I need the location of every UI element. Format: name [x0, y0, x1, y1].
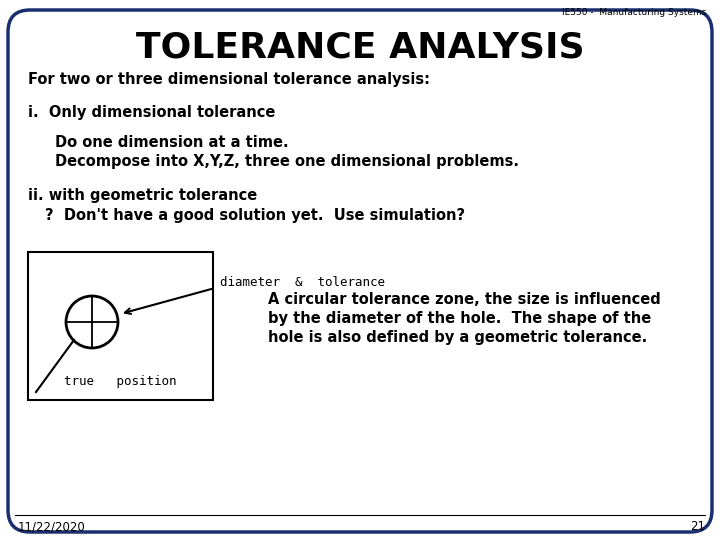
Bar: [28, 252, 213, 400]
Text: For two or three dimensional tolerance analysis:: For two or three dimensional tolerance a…: [28, 72, 430, 87]
FancyBboxPatch shape: [8, 10, 712, 532]
Text: by the diameter of the hole.  The shape of the: by the diameter of the hole. The shape o…: [268, 311, 652, 326]
Circle shape: [66, 296, 118, 348]
Text: ii. with geometric tolerance: ii. with geometric tolerance: [28, 188, 257, 203]
Text: IE550 -  Manufacturing Systems: IE550 - Manufacturing Systems: [562, 8, 706, 17]
Text: 21: 21: [690, 520, 705, 533]
Text: diameter  &  tolerance: diameter & tolerance: [220, 275, 385, 288]
Text: TOLERANCE ANALYSIS: TOLERANCE ANALYSIS: [135, 30, 585, 64]
Text: i.  Only dimensional tolerance: i. Only dimensional tolerance: [28, 105, 275, 120]
Text: Decompose into X,Y,Z, three one dimensional problems.: Decompose into X,Y,Z, three one dimensio…: [55, 154, 519, 169]
Text: Do one dimension at a time.: Do one dimension at a time.: [55, 135, 289, 150]
Text: ?  Don't have a good solution yet.  Use simulation?: ? Don't have a good solution yet. Use si…: [45, 208, 465, 223]
Text: hole is also defined by a geometric tolerance.: hole is also defined by a geometric tole…: [268, 330, 647, 345]
Text: 11/22/2020: 11/22/2020: [18, 520, 86, 533]
Text: true   position: true position: [64, 375, 176, 388]
Text: A circular tolerance zone, the size is influenced: A circular tolerance zone, the size is i…: [268, 292, 661, 307]
